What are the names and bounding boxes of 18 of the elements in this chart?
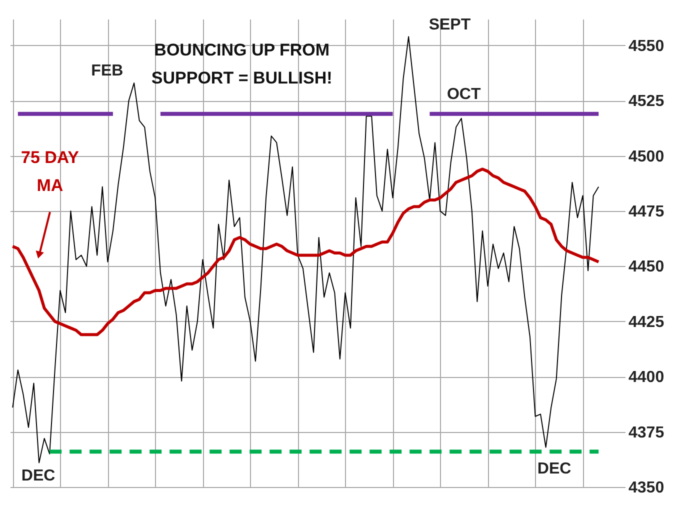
y-tick-label: 4475 <box>628 204 664 221</box>
annotation: DEC <box>21 467 56 484</box>
annotation: BOUNCING UP FROM SUPPORT = BULLISH! <box>151 40 332 88</box>
annotation: FEB <box>91 62 124 80</box>
y-tick-label: 4550 <box>628 38 664 55</box>
annotation: SEPT <box>428 16 471 34</box>
y-tick-label: 4350 <box>628 480 664 496</box>
line-series <box>12 36 600 464</box>
line-series <box>11 168 600 336</box>
y-tick-label: 4525 <box>628 93 664 110</box>
annotation: 75 DAY MA <box>20 148 80 196</box>
y-tick-label: 4450 <box>628 258 664 276</box>
y-tick-label: 4400 <box>628 369 664 386</box>
y-tick-label: 4375 <box>628 424 664 442</box>
annotation: DEC <box>537 460 572 478</box>
annotation: OCT <box>446 86 481 103</box>
y-tick-label: 4425 <box>628 314 664 331</box>
y-tick-label: 4500 <box>628 148 664 166</box>
